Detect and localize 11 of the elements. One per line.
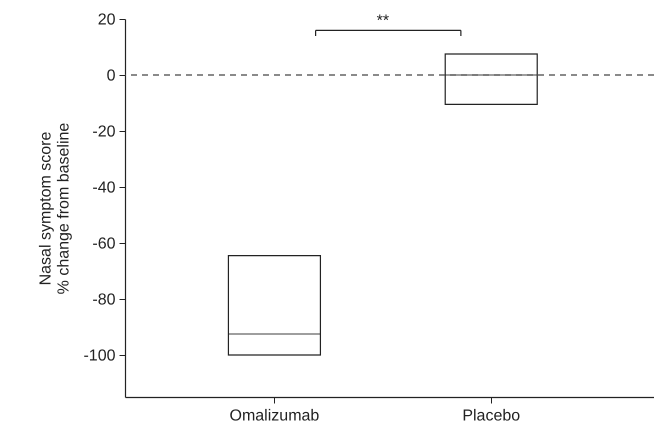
y-tick-label: -40 xyxy=(92,180,116,196)
annotation: ** xyxy=(376,12,390,30)
y-tick-label: -60 xyxy=(92,236,116,252)
x-tick-label: Placebo xyxy=(462,408,520,424)
y-tick-label: -100 xyxy=(83,348,116,364)
x-tick-label: Omalizumab xyxy=(230,408,320,424)
y-tick-label: -80 xyxy=(92,292,116,308)
y-tick-label: -20 xyxy=(92,124,116,140)
y-axis-title: Nasal symptom score % change from baseline xyxy=(37,122,72,294)
y-tick-label: 0 xyxy=(106,68,116,84)
y-tick-label: 20 xyxy=(98,12,116,28)
